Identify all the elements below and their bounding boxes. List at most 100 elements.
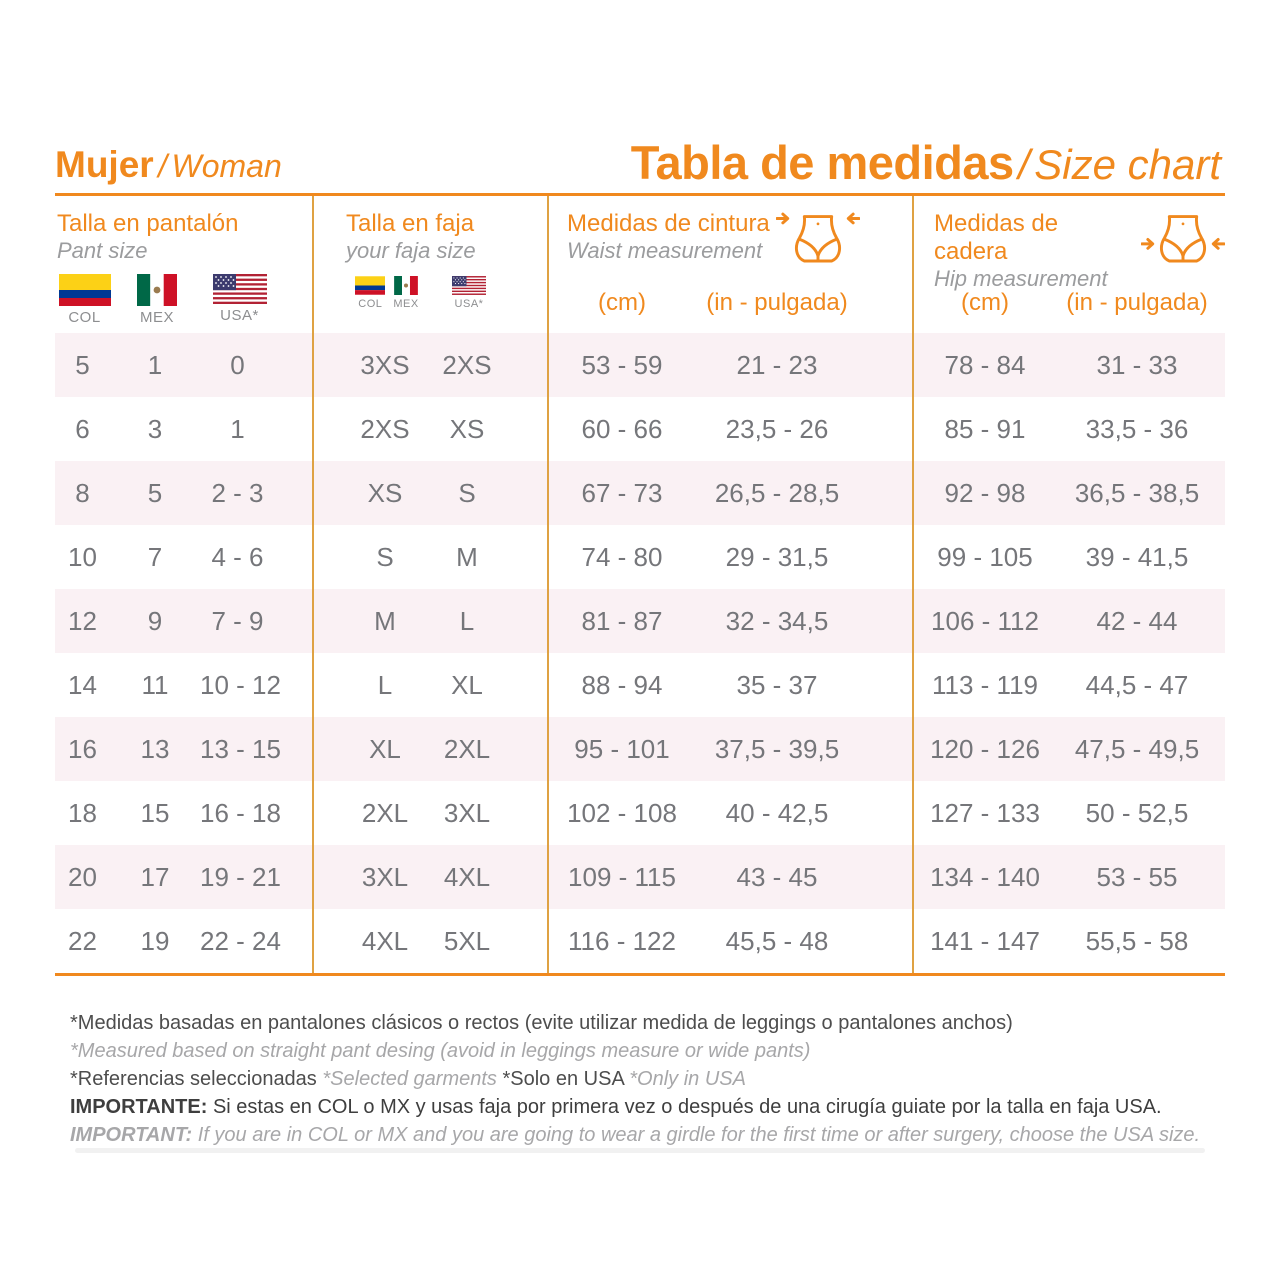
row-group: L XL [312,653,547,717]
cell-pant-usa: 4 - 6 [211,541,264,572]
table-row: 5 1 0 3XS 2XS 53 - 59 21 - 23 78 - 84 31 - 33 [55,333,1225,397]
flag-label: COL [68,309,101,326]
cell-faja-colmex: 4XL [361,925,409,956]
cell-hip-in: 33,5 - 36 [1085,413,1189,444]
cell-waist-cm: 116 - 122 [568,925,676,956]
hip-units: (cm) (in - pulgada) [912,289,1225,317]
cell-faja-colmex: M [374,605,396,636]
row-group: 102 - 108 40 - 42,5 [547,781,912,845]
cell-pant-col: 10 [68,541,97,572]
cell-hip-in: 47,5 - 49,5 [1074,733,1200,764]
cell-hip-cm: 127 - 133 [930,797,1040,828]
note-references: *Referencias seleccionadas *Selected gar… [70,1066,1220,1093]
cell-hip-in: 55,5 - 58 [1085,925,1189,956]
cell-faja-usa: 3XL [443,797,491,828]
row-group: 10 7 4 - 6 [55,525,312,589]
cell-pant-mex: 15 [140,797,170,828]
cell-faja-colmex: S [376,541,394,572]
cell-faja-usa: XS [449,413,485,444]
column-divider [547,196,549,973]
cell-hip-cm: 78 - 84 [944,349,1026,380]
cell-faja-colmex: 3XS [360,349,410,380]
cell-pant-mex: 9 [147,605,163,636]
flag-colombia: COL [355,276,386,310]
cell-hip-in: 44,5 - 47 [1085,669,1189,700]
cell-pant-usa: 16 - 18 [200,797,281,828]
row-group: 14 11 10 - 12 [55,653,312,717]
cell-pant-col: 16 [68,733,97,764]
table-row: 18 15 16 - 18 2XL 3XL 102 - 108 40 - 42,5 127 -… [55,781,1225,845]
cell-faja-usa: XL [451,669,483,700]
table-body: 5 1 0 3XS 2XS 53 - 59 21 - 23 78 - 84 31 - 33 6 3 1… [55,333,1225,973]
cell-waist-in: 45,5 - 48 [725,925,829,956]
note-usa-only-en: *Only in USA [629,1068,746,1090]
cell-faja-usa: 5XL [443,925,491,956]
cell-hip-cm: 106 - 112 [931,605,1039,636]
cell-waist-cm: 95 - 101 [574,733,670,764]
important-text-es: Si estas en COL o MX y usas faja por pri… [212,1096,1162,1118]
table-row: 22 19 22 - 24 4XL 5XL 116 - 122 45,5 - 48 141 -… [55,909,1225,973]
row-group: 113 - 119 44,5 - 47 [912,653,1225,717]
cell-waist-cm: 81 - 87 [581,605,663,636]
row-group: XL 2XL [312,717,547,781]
cell-waist-cm: 67 - 73 [581,477,663,508]
hip-title-es: Medidas de cadera [934,210,1059,265]
row-group: 109 - 115 43 - 45 [547,845,912,909]
cell-faja-usa: S [458,477,476,508]
row-group: 67 - 73 26,5 - 28,5 [547,461,912,525]
cell-hip-cm: 113 - 119 [931,669,1038,700]
gender-title-en: Woman [171,148,282,184]
flag-colombia: COL [57,274,112,326]
table-row: 10 7 4 - 6 S M 74 - 80 29 - 31,5 99 - 105 39 - 4… [55,525,1225,589]
gender-title: Mujer / Woman [55,144,282,192]
row-group: 2XS XS [312,397,547,461]
cell-faja-usa: 2XS [442,349,492,380]
row-group: 12 9 7 - 9 [55,589,312,653]
colombia-flag-icon [355,276,386,295]
header-pant-size: Talla en pantalón Pant size COL MEX USA* [55,196,312,333]
cell-faja-usa: M [456,541,478,572]
flag-label: USA* [454,298,484,310]
table-row: 16 13 13 - 15 XL 2XL 95 - 101 37,5 - 39,5 120 -… [55,717,1225,781]
cell-pant-usa: 19 - 21 [200,861,281,892]
column-divider [912,196,914,973]
waist-unit-cm: (cm) [598,289,646,316]
cell-hip-in: 36,5 - 38,5 [1074,477,1200,508]
faja-size-title-en: your faja size [346,238,476,263]
colombia-flag-icon [58,274,111,306]
cell-pant-usa: 1 [230,413,245,444]
cell-pant-mex: 11 [141,669,169,700]
cell-hip-in: 42 - 44 [1096,605,1178,636]
row-group: 127 - 133 50 - 52,5 [912,781,1225,845]
cell-hip-cm: 120 - 126 [930,733,1040,764]
page-title-es: Tabla de medidas [630,136,1014,189]
usa-flag-icon [452,276,486,295]
cell-pant-col: 12 [68,605,97,636]
cell-faja-colmex: L [377,669,393,700]
note-measure-en: *Measured based on straight pant desing … [70,1040,811,1062]
pant-size-title-en: Pant size [57,238,148,263]
row-group: 3XL 4XL [312,845,547,909]
table-row: 14 11 10 - 12 L XL 88 - 94 35 - 37 113 - 119 44,… [55,653,1225,717]
note-usa-only-es: *Solo en USA [502,1068,630,1090]
mexico-flag-icon [137,274,177,306]
row-group: XS S [312,461,547,525]
waist-measure-icon [775,212,860,263]
important-text-en: If you are in COL or MX and you are goin… [197,1124,1201,1146]
row-group: 22 19 22 - 24 [55,909,312,973]
row-group: 74 - 80 29 - 31,5 [547,525,912,589]
important-label-es: IMPORTANTE: [70,1096,213,1118]
cell-hip-cm: 85 - 91 [944,413,1026,444]
flag-pair-col-mex: COL MEX [346,276,428,310]
row-group: 92 - 98 36,5 - 38,5 [912,461,1225,525]
row-group: 2XL 3XL [312,781,547,845]
row-group: 78 - 84 31 - 33 [912,333,1225,397]
note-important-en: IMPORTANT: If you are in COL or MX and y… [70,1122,1220,1149]
row-group: 81 - 87 32 - 34,5 [547,589,912,653]
cell-pant-mex: 19 [140,925,170,956]
cell-waist-in: 40 - 42,5 [725,797,829,828]
row-group: 8 5 2 - 3 [55,461,312,525]
cell-waist-in: 32 - 34,5 [725,605,829,636]
flag-label: USA* [220,307,259,324]
